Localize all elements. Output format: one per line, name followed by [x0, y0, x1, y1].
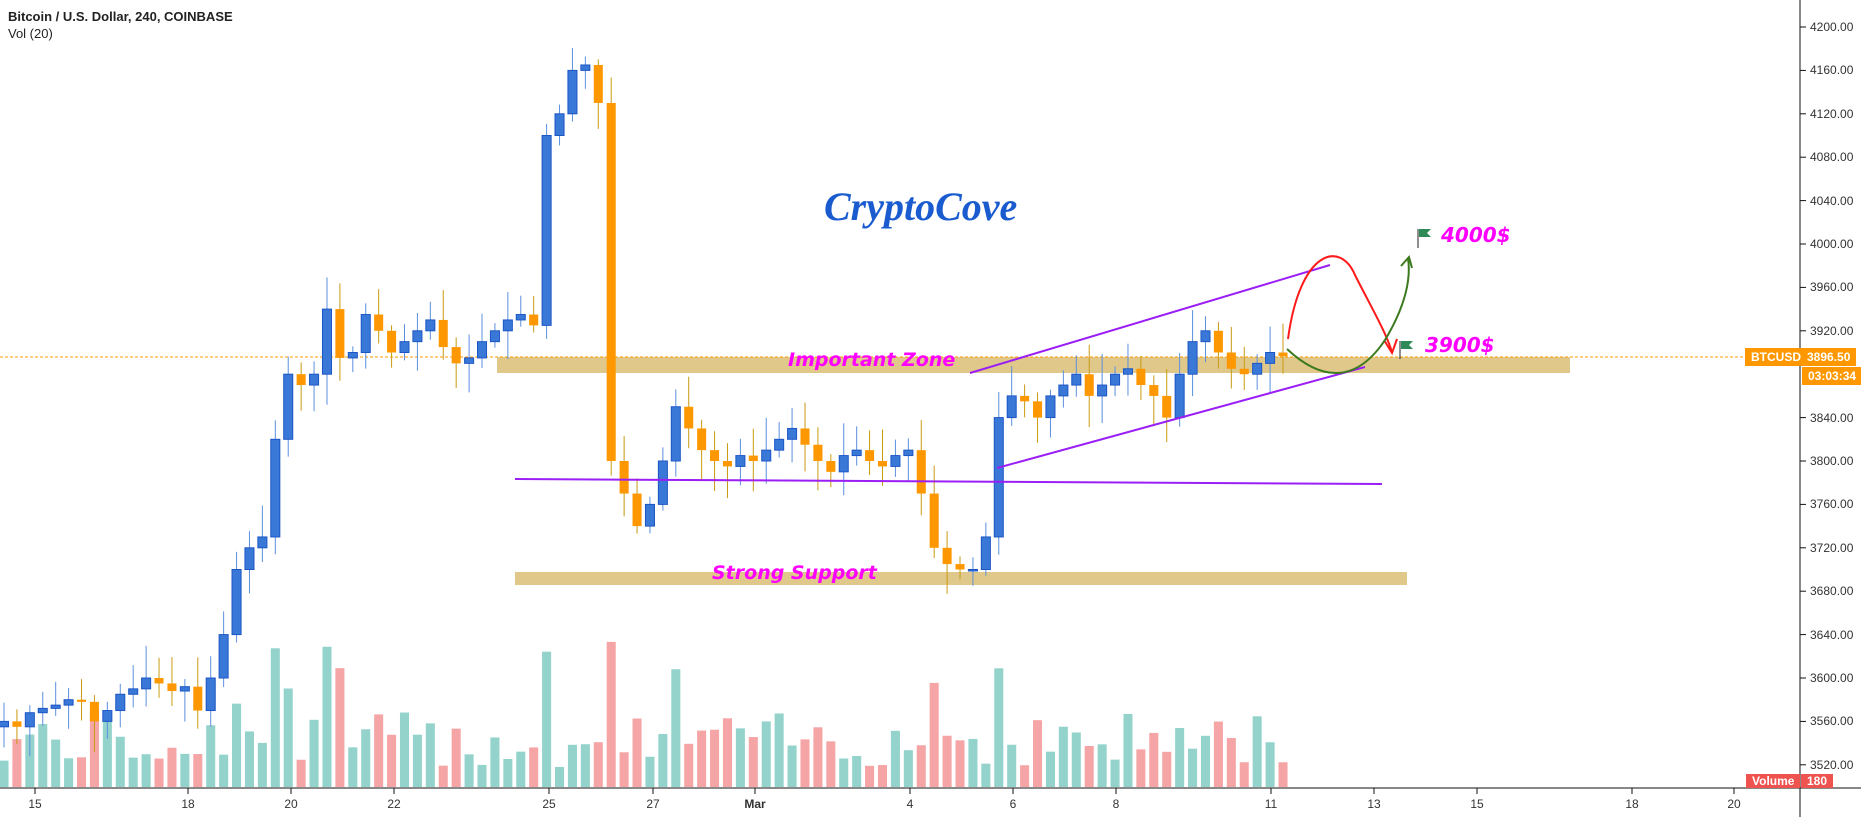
time-axis-label: 13 — [1367, 797, 1381, 811]
target-3900-label[interactable]: 3900$ — [1425, 333, 1495, 357]
price-axis-label: 3960.00 — [1810, 280, 1854, 295]
price-axis-label: 3520.00 — [1810, 757, 1854, 772]
green-projection-arrow[interactable] — [1286, 257, 1410, 374]
red-projection-arrow[interactable] — [1287, 255, 1393, 353]
time-axis-label: Mar — [744, 797, 766, 811]
watermark-text: CryptoCove — [824, 184, 1018, 229]
time-axis-label: 8 — [1112, 797, 1120, 811]
symbol-badge: BTCUSD — [1745, 348, 1807, 366]
flag-icon-4000[interactable] — [1417, 229, 1431, 248]
price-axis-label: 4080.00 — [1810, 150, 1854, 165]
price-axis-label: 3800.00 — [1810, 454, 1854, 468]
time-axis-label: 20 — [284, 797, 298, 811]
time-axis-label: 22 — [387, 797, 401, 811]
volume-value-badge: 180 — [1801, 774, 1834, 788]
volume-indicator-label[interactable]: Vol (20) — [8, 26, 53, 41]
strong-support-label[interactable]: Strong Support — [712, 562, 877, 584]
important-zone-band[interactable] — [497, 357, 1570, 373]
volume-histogram — [0, 641, 1288, 787]
time-axis-label: 27 — [646, 797, 660, 811]
time-axis-label: 15 — [28, 797, 42, 811]
volume-badge: Volume — [1746, 774, 1801, 788]
time-axis-ticks — [34, 788, 1735, 794]
time-axis-label: 6 — [1009, 797, 1017, 811]
price-axis-label: 3760.00 — [1810, 497, 1854, 512]
time-axis-label: 25 — [542, 797, 556, 811]
time-axis-label: 18 — [181, 797, 195, 811]
price-axis-label: 3840.00 — [1810, 410, 1854, 425]
time-axis-label: 15 — [1470, 797, 1484, 811]
price-axis-label: 4120.00 — [1810, 106, 1854, 121]
time-axis-label: 20 — [1727, 797, 1741, 811]
target-4000-label[interactable]: 4000$ — [1441, 223, 1511, 247]
green-arrowhead-icon — [1400, 254, 1413, 269]
channel-upper-line[interactable] — [969, 264, 1331, 374]
channel-lower-line[interactable] — [996, 366, 1366, 469]
price-axis-ticks — [1800, 26, 1806, 766]
price-axis-label: 4000.00 — [1810, 237, 1854, 251]
flag-icon-3900[interactable] — [1399, 341, 1413, 359]
price-axis-label: 3560.00 — [1810, 714, 1854, 729]
bar-countdown-badge: 03:03:34 — [1802, 367, 1861, 385]
horizontal-support-line[interactable] — [514, 478, 1383, 485]
last-price-badge: 3896.50 — [1801, 348, 1857, 366]
time-axis-label: 18 — [1625, 797, 1639, 811]
candlestick-series — [0, 48, 1288, 757]
time-axis-label: 11 — [1264, 797, 1278, 811]
price-axis-label: 4160.00 — [1810, 63, 1854, 78]
price-axis-label: 4200.00 — [1810, 20, 1854, 34]
price-axis-label: 3920.00 — [1810, 323, 1854, 338]
chart-title: Bitcoin / U.S. Dollar, 240, COINBASE — [8, 9, 233, 24]
price-axis-label: 3720.00 — [1810, 540, 1854, 555]
price-axis-label: 3600.00 — [1810, 671, 1854, 685]
strong-support-band[interactable] — [515, 572, 1407, 585]
price-axis-label: 3640.00 — [1810, 627, 1854, 642]
time-axis-label: 4 — [906, 797, 914, 811]
price-axis-label: 4040.00 — [1810, 193, 1854, 208]
red-arrowhead-icon — [1383, 338, 1398, 356]
important-zone-label[interactable]: Important Zone — [788, 349, 956, 371]
price-axis-label: 3680.00 — [1810, 584, 1854, 599]
